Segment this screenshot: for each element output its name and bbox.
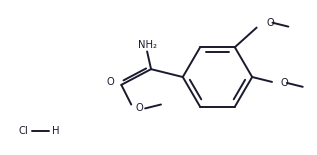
Text: Cl: Cl	[18, 126, 28, 136]
Text: NH₂: NH₂	[138, 40, 157, 50]
Text: O: O	[107, 77, 114, 87]
Text: O: O	[267, 18, 274, 28]
Text: H: H	[52, 126, 60, 136]
Text: O: O	[135, 103, 143, 113]
Text: O: O	[281, 78, 289, 88]
